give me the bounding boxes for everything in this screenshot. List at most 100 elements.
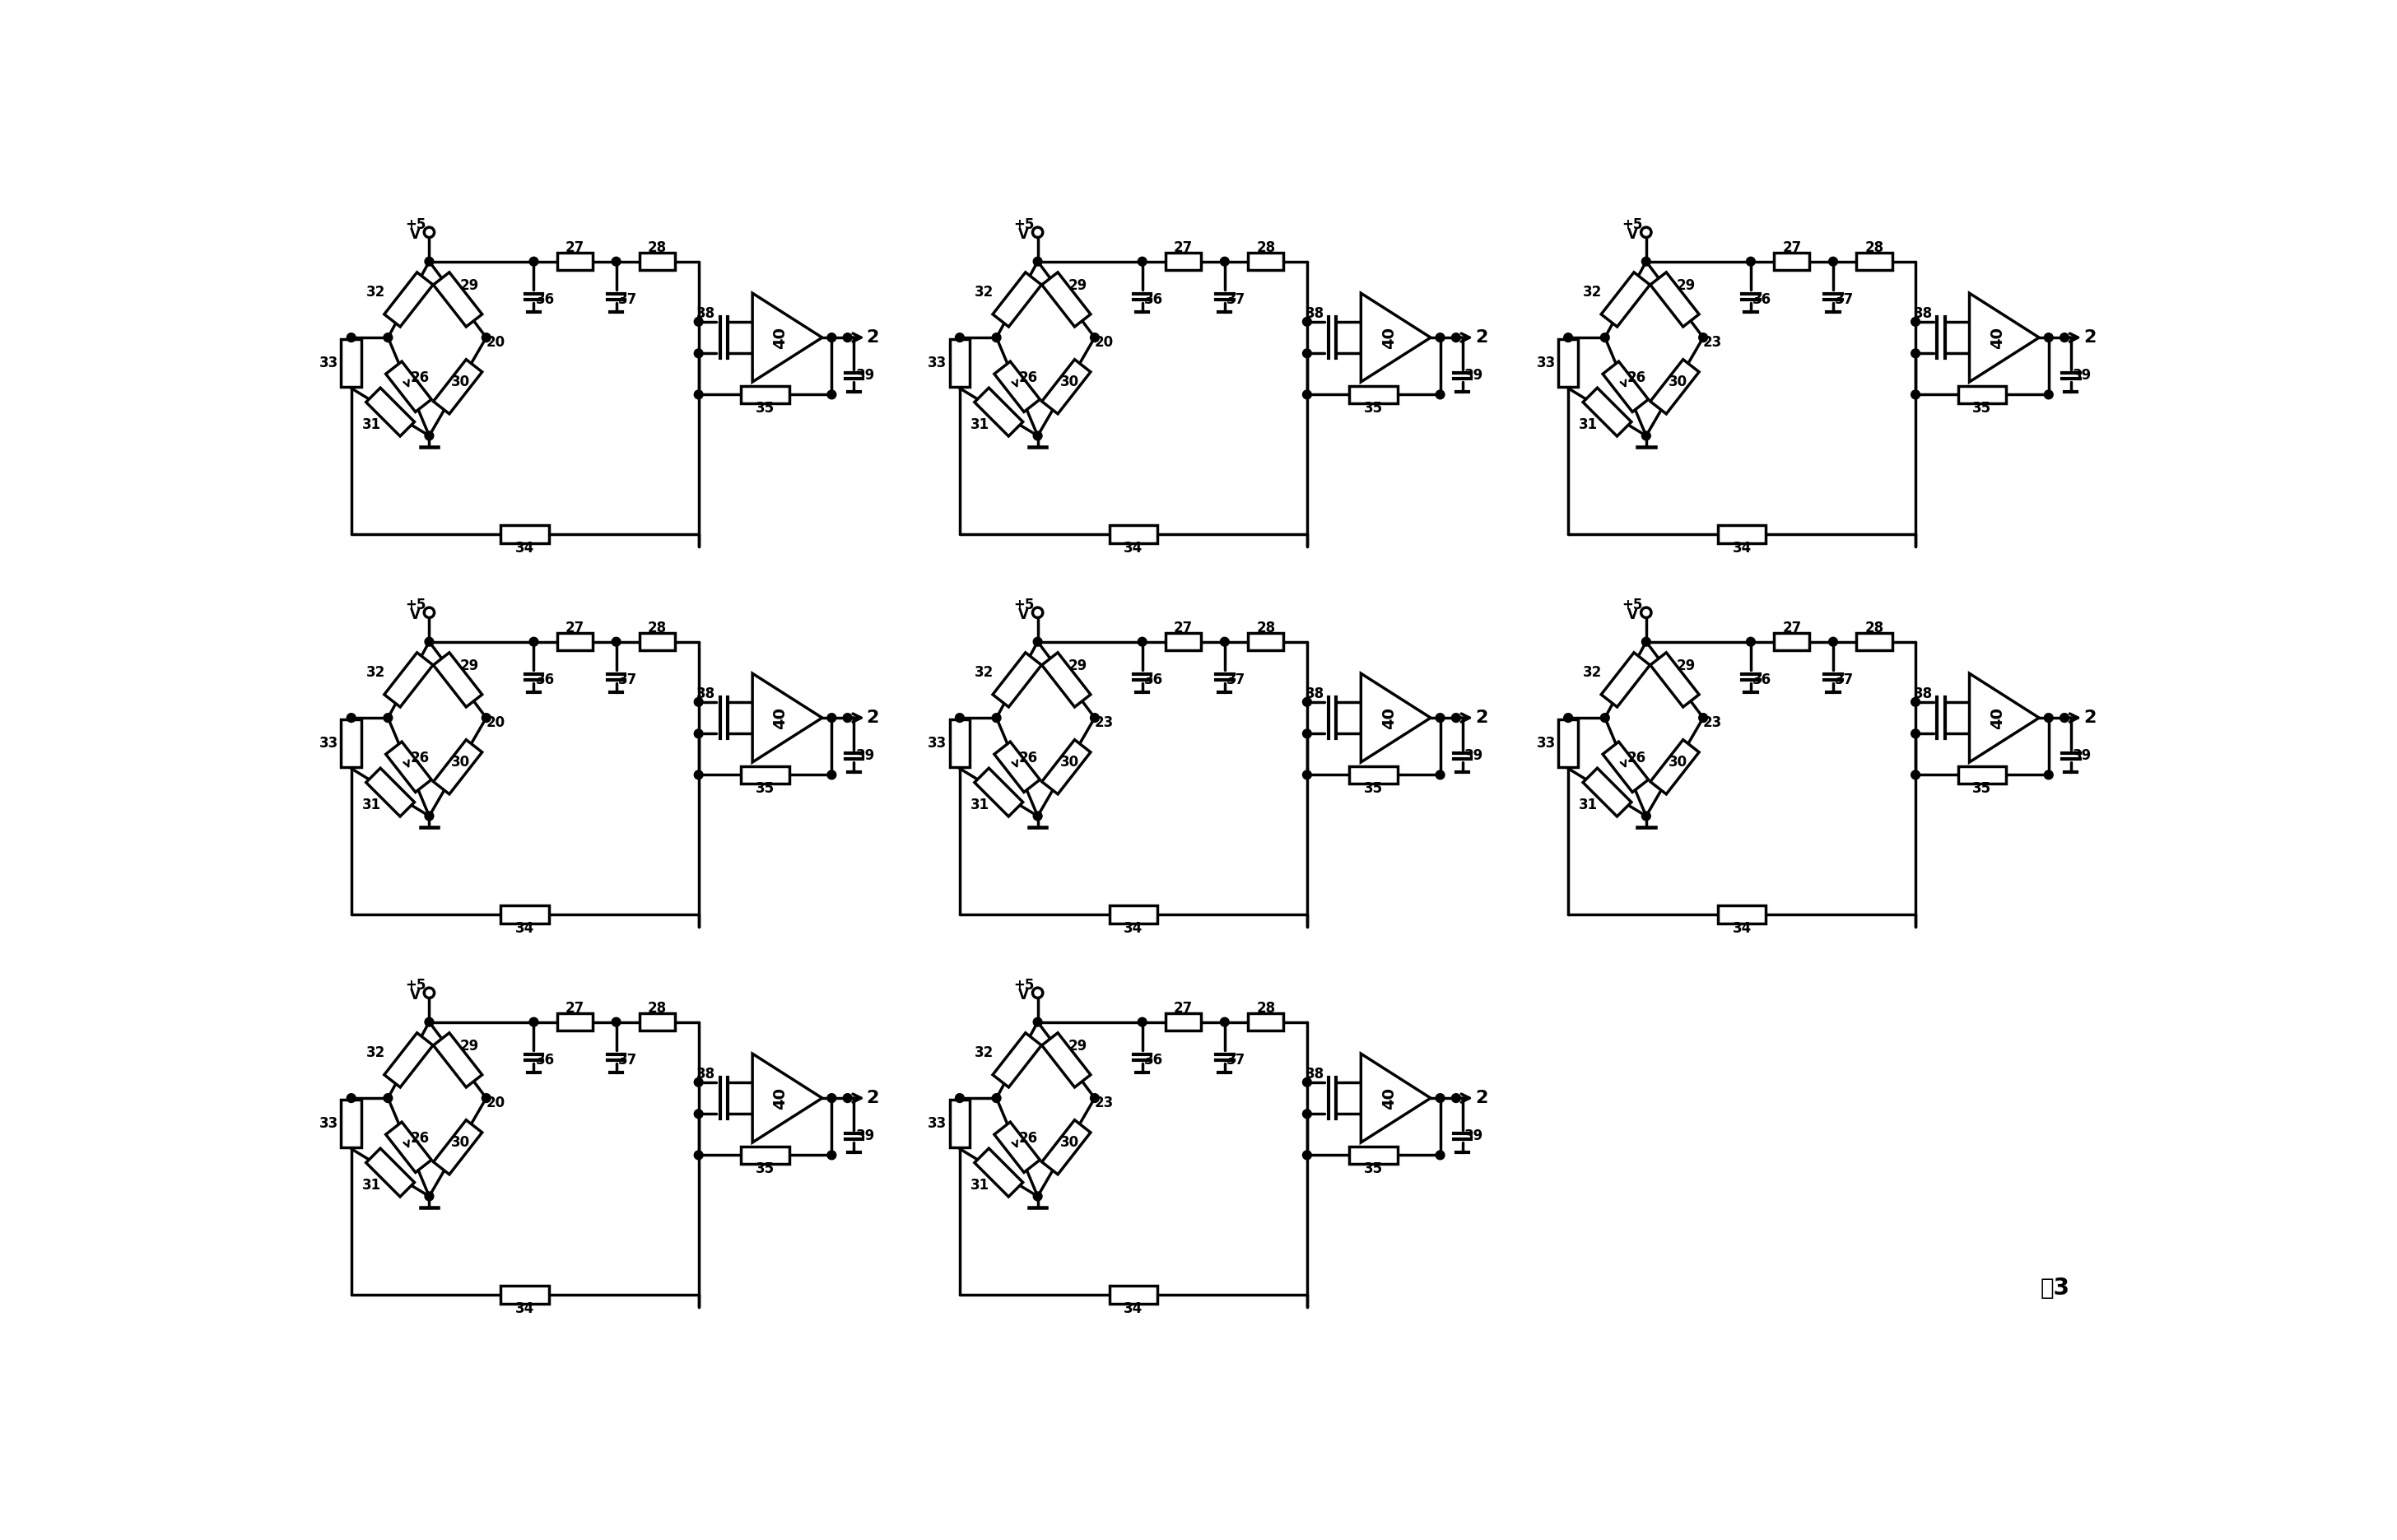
Circle shape bbox=[956, 1093, 964, 1103]
Circle shape bbox=[695, 730, 702, 738]
Text: 29: 29 bbox=[1676, 279, 1695, 293]
Circle shape bbox=[1302, 390, 1311, 399]
Circle shape bbox=[992, 333, 1002, 342]
Polygon shape bbox=[1601, 273, 1649, 326]
Text: 29: 29 bbox=[1069, 659, 1088, 673]
Circle shape bbox=[956, 333, 964, 342]
Circle shape bbox=[1436, 713, 1445, 722]
Bar bbox=[1858, 253, 1891, 271]
Text: 40: 40 bbox=[1381, 707, 1397, 728]
Circle shape bbox=[695, 350, 702, 357]
Circle shape bbox=[1139, 257, 1146, 266]
Circle shape bbox=[1033, 987, 1043, 998]
Bar bbox=[1958, 385, 2006, 403]
Circle shape bbox=[1033, 1192, 1043, 1201]
Circle shape bbox=[827, 1093, 837, 1103]
Text: 27: 27 bbox=[1175, 621, 1194, 634]
Bar bbox=[1165, 633, 1201, 650]
Circle shape bbox=[827, 390, 837, 399]
Circle shape bbox=[695, 317, 702, 326]
Circle shape bbox=[1642, 228, 1652, 237]
Circle shape bbox=[1033, 812, 1043, 821]
Text: 32: 32 bbox=[367, 1046, 386, 1060]
Text: 34: 34 bbox=[515, 1301, 535, 1315]
Text: 图3: 图3 bbox=[2040, 1277, 2069, 1300]
Text: 28: 28 bbox=[1865, 621, 1884, 634]
Text: 39: 39 bbox=[856, 1129, 875, 1144]
Circle shape bbox=[1642, 608, 1652, 618]
Circle shape bbox=[827, 770, 837, 779]
Circle shape bbox=[695, 1078, 702, 1087]
Text: 31: 31 bbox=[971, 1178, 990, 1192]
Text: 29: 29 bbox=[1676, 659, 1695, 673]
Text: 2: 2 bbox=[1474, 710, 1489, 725]
Text: 31: 31 bbox=[362, 1178, 381, 1192]
Circle shape bbox=[1220, 638, 1230, 647]
Text: 23: 23 bbox=[1095, 1096, 1115, 1110]
Bar bbox=[1958, 765, 2006, 784]
Circle shape bbox=[844, 713, 851, 722]
Circle shape bbox=[1563, 713, 1572, 722]
Text: 2: 2 bbox=[868, 1090, 880, 1106]
Circle shape bbox=[1302, 1078, 1311, 1087]
Polygon shape bbox=[340, 719, 362, 767]
Text: 38: 38 bbox=[1304, 1067, 1323, 1081]
Circle shape bbox=[1642, 431, 1652, 440]
Text: +5: +5 bbox=[1623, 598, 1642, 613]
Text: 27: 27 bbox=[1783, 621, 1803, 634]
Text: 20: 20 bbox=[487, 336, 506, 350]
Circle shape bbox=[530, 1018, 539, 1027]
Text: 40: 40 bbox=[1381, 326, 1397, 348]
Polygon shape bbox=[386, 1123, 431, 1172]
Circle shape bbox=[348, 713, 355, 722]
Bar bbox=[501, 525, 549, 544]
Text: V: V bbox=[1628, 607, 1637, 622]
Bar bbox=[1774, 633, 1810, 650]
Circle shape bbox=[424, 987, 434, 998]
Text: 32: 32 bbox=[976, 285, 995, 299]
Bar bbox=[1110, 906, 1158, 922]
Text: 28: 28 bbox=[1256, 240, 1275, 256]
Polygon shape bbox=[1582, 768, 1632, 816]
Text: 34: 34 bbox=[1733, 921, 1752, 936]
Text: 26: 26 bbox=[410, 371, 429, 385]
Text: 31: 31 bbox=[1580, 798, 1599, 813]
Text: 26: 26 bbox=[1019, 1130, 1038, 1146]
Text: 2: 2 bbox=[1474, 1090, 1489, 1106]
Text: 34: 34 bbox=[515, 921, 535, 936]
Polygon shape bbox=[384, 273, 434, 326]
Circle shape bbox=[530, 638, 539, 647]
Text: 39: 39 bbox=[856, 368, 875, 383]
Polygon shape bbox=[1043, 1120, 1091, 1175]
Text: 30: 30 bbox=[1059, 755, 1079, 770]
Circle shape bbox=[1910, 317, 1920, 326]
Bar bbox=[741, 385, 789, 403]
Text: 29: 29 bbox=[460, 279, 479, 293]
Polygon shape bbox=[992, 273, 1040, 326]
Text: 28: 28 bbox=[647, 621, 666, 634]
Circle shape bbox=[844, 333, 851, 342]
Text: 32: 32 bbox=[976, 1046, 995, 1060]
Polygon shape bbox=[995, 742, 1040, 792]
Text: 2: 2 bbox=[1474, 330, 1489, 347]
Polygon shape bbox=[1582, 388, 1632, 436]
Text: 38: 38 bbox=[698, 687, 717, 701]
Circle shape bbox=[482, 333, 491, 342]
Circle shape bbox=[1453, 333, 1460, 342]
Text: 39: 39 bbox=[856, 748, 875, 764]
Circle shape bbox=[1436, 333, 1445, 342]
Text: 29: 29 bbox=[1069, 279, 1088, 293]
Polygon shape bbox=[367, 388, 415, 436]
Circle shape bbox=[1091, 333, 1100, 342]
Polygon shape bbox=[1043, 273, 1091, 326]
Circle shape bbox=[530, 257, 539, 266]
Text: V: V bbox=[1628, 226, 1637, 242]
Text: 35: 35 bbox=[1364, 1161, 1383, 1177]
Text: 28: 28 bbox=[647, 1001, 666, 1015]
Text: 35: 35 bbox=[755, 781, 774, 796]
Text: 27: 27 bbox=[1175, 240, 1194, 256]
Text: 29: 29 bbox=[1069, 1038, 1088, 1053]
Text: 37: 37 bbox=[1836, 293, 1855, 306]
Text: 32: 32 bbox=[1582, 285, 1601, 299]
Text: 37: 37 bbox=[618, 673, 638, 687]
